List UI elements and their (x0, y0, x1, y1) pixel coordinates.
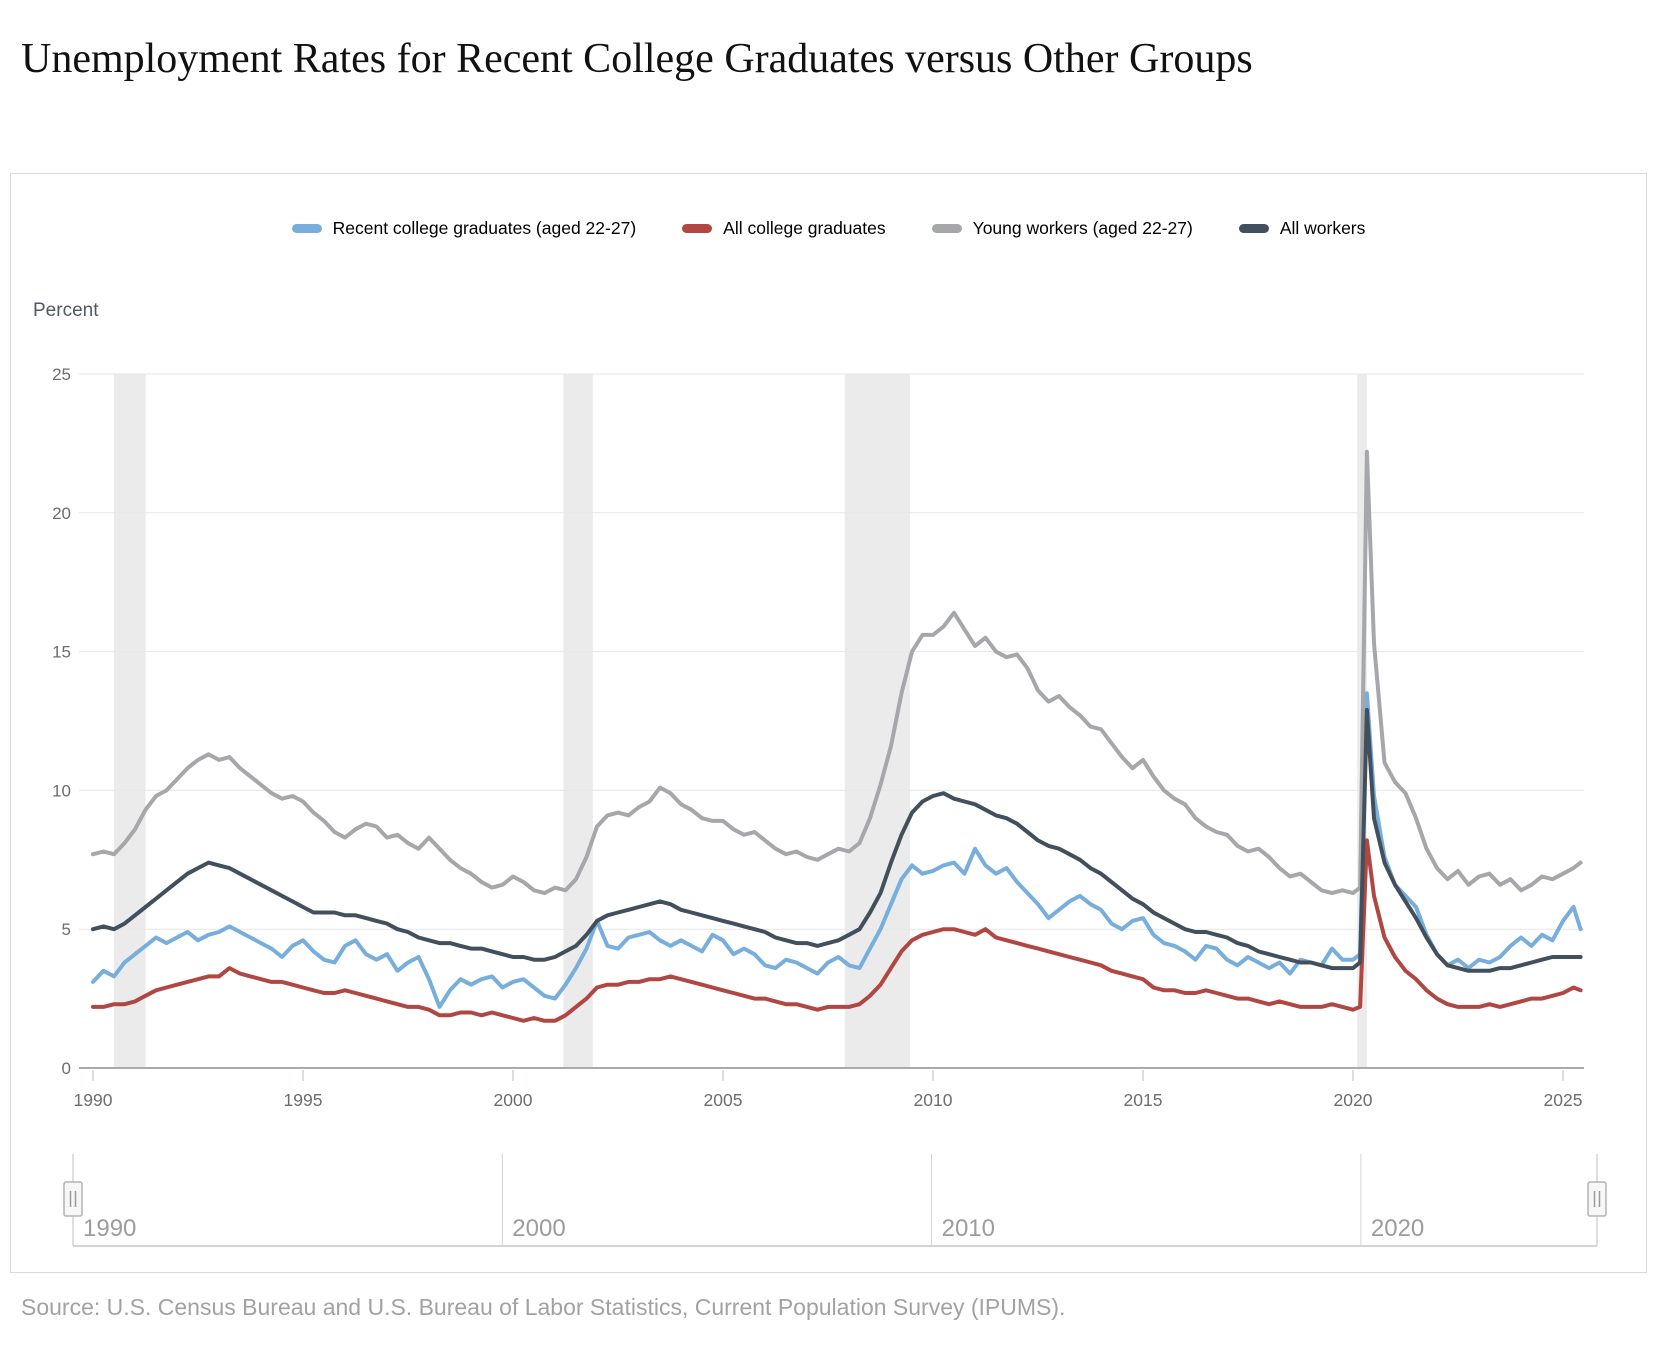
navigator-handle-right[interactable] (1587, 1181, 1607, 1217)
legend-label: All college graduates (723, 218, 886, 238)
x-axis-tick-label: 2010 (914, 1090, 953, 1110)
navigator-tick-label: 2010 (942, 1215, 995, 1242)
y-axis-tick-label: 10 (52, 781, 71, 800)
navigator-handle-left[interactable] (63, 1181, 83, 1217)
y-axis-tick-label: 5 (62, 920, 71, 939)
page-title: Unemployment Rates for Recent College Gr… (21, 36, 1253, 83)
source-note: Source: U.S. Census Bureau and U.S. Bure… (21, 1294, 1066, 1320)
navigator-tick-label: 1990 (83, 1215, 136, 1242)
recession-band (114, 374, 146, 1068)
x-axis-tick-label: 2025 (1544, 1090, 1583, 1110)
series-line-all-college-graduates (91, 838, 1583, 1023)
legend-swatch-recent-college-graduates (291, 224, 322, 233)
y-axis-tick-label: 25 (52, 365, 71, 384)
navigator-tick-label: 2000 (512, 1215, 565, 1242)
legend-swatch-all-college-graduates (682, 224, 713, 233)
x-axis-tick-label: 2005 (704, 1090, 743, 1110)
legend-label: Recent college graduates (aged 22-27) (332, 218, 637, 238)
legend-swatch-young-workers (931, 224, 962, 233)
series-line-all-workers (91, 707, 1583, 973)
series-line-young-workers-aged-22-27 (91, 449, 1583, 896)
legend-label: Young workers (aged 22-27) (972, 218, 1193, 238)
legend-item-all-workers[interactable]: All workers (1238, 218, 1366, 239)
chart-legend: Recent college graduates (aged 22-27) Al… (11, 218, 1646, 239)
x-axis-tick-label: 1990 (74, 1090, 113, 1110)
x-axis-tick-label: 1995 (284, 1090, 323, 1110)
legend-label: All workers (1279, 218, 1366, 238)
legend-item-young-workers[interactable]: Young workers (aged 22-27) (931, 218, 1193, 239)
x-axis-tick-label: 2020 (1334, 1090, 1373, 1110)
y-axis-title: Percent (33, 300, 99, 321)
series-line-recent-college-graduates-aged-22-27 (91, 691, 1583, 1009)
legend-swatch-all-workers (1238, 224, 1269, 233)
y-axis-tick-label: 0 (62, 1059, 71, 1078)
recession-band (563, 374, 593, 1068)
x-axis-tick-label: 2015 (1124, 1090, 1163, 1110)
y-axis-tick-label: 20 (52, 504, 71, 523)
legend-item-all-college-graduates[interactable]: All college graduates (682, 218, 886, 239)
recession-band (844, 374, 910, 1068)
legend-item-recent-college-graduates[interactable]: Recent college graduates (aged 22-27) (291, 218, 637, 239)
y-axis-tick-label: 15 (52, 643, 71, 662)
chart-card: Recent college graduates (aged 22-27) Al… (10, 173, 1647, 1273)
x-axis-tick-label: 2000 (494, 1090, 533, 1110)
navigator-tick-label: 2020 (1371, 1215, 1424, 1242)
